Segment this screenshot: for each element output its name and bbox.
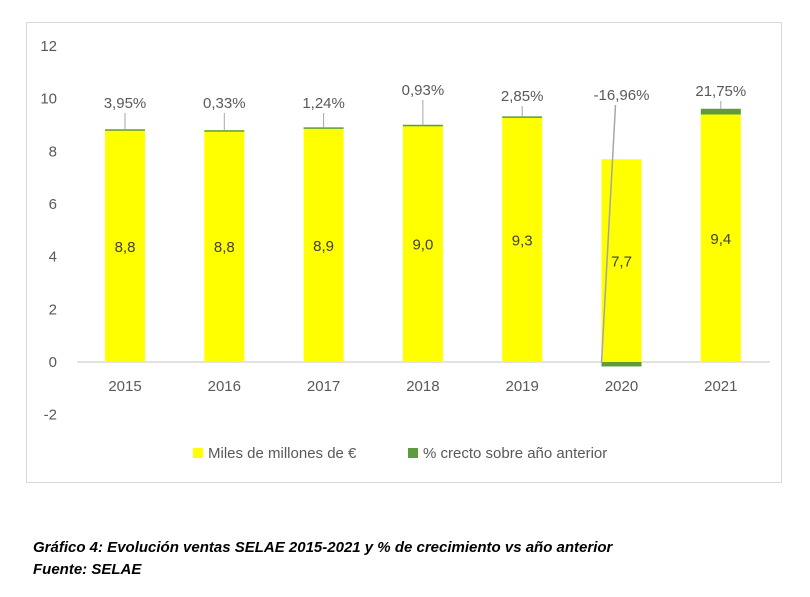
bar-growth (105, 129, 145, 131)
y-tick-label: 6 (49, 196, 57, 213)
x-tick-label: 2019 (506, 378, 539, 395)
bar-growth (402, 124, 443, 127)
bar-sales (700, 114, 741, 362)
y-tick-label: 4 (49, 249, 57, 266)
bar-sales (303, 127, 344, 363)
x-tick-label: 2016 (208, 378, 241, 395)
bar-value-label: 9,0 (412, 237, 433, 254)
bar-sales (204, 130, 245, 362)
x-tick-label: 2015 (108, 378, 141, 395)
bar-value-label: 8,8 (115, 239, 136, 256)
growth-value-label: 3,95% (104, 95, 147, 112)
y-tick-label: -2 (44, 407, 57, 424)
bar-growth (601, 362, 642, 367)
stacked-bar-chart: 12 10 8 6 4 2 0 -2 8,8 3,95% 2015 8,8 0,33% 2016 8,9 1,… (40, 38, 770, 462)
growth-value-label: 0,33% (203, 95, 246, 112)
bar-growth (303, 127, 344, 129)
x-tick-label: 2018 (406, 378, 439, 395)
y-tick-label: 2 (49, 301, 57, 318)
legend-swatch-sales (193, 448, 203, 458)
y-tick-label: 0 (49, 354, 57, 371)
growth-value-label: 2,85% (501, 88, 544, 105)
bar-growth (700, 108, 741, 115)
bar-sales (502, 117, 543, 362)
x-tick-label: 2021 (704, 378, 737, 395)
chart-frame (26, 22, 782, 483)
bar-value-label: 9,3 (512, 233, 533, 250)
x-tick-label: 2020 (605, 378, 638, 395)
y-tick-label: 12 (40, 38, 57, 55)
caption-source: Fuente: SELAE (33, 561, 142, 578)
bar-sales (402, 125, 443, 362)
bar-sales (105, 130, 145, 362)
bar-growth (502, 116, 543, 118)
bar-value-label: 8,8 (214, 239, 235, 256)
bar-sales (601, 159, 642, 362)
legend-label-growth: % crecto sobre año anterior (423, 445, 607, 462)
legend-swatch-growth (408, 448, 418, 458)
growth-value-label: 0,93% (402, 82, 445, 99)
growth-value-label: 21,75% (695, 83, 746, 100)
bar-value-label: 9,4 (710, 231, 731, 248)
growth-value-label: 1,24% (302, 95, 345, 112)
y-tick-label: 8 (49, 143, 57, 160)
y-tick-label: 10 (40, 91, 57, 108)
bar-growth (204, 130, 245, 132)
legend-label-sales: Miles de millones de € (208, 445, 357, 462)
growth-value-label: -16,96% (594, 87, 650, 104)
bar-value-label: 8,9 (313, 238, 334, 255)
caption-title: Gráfico 4: Evolución ventas SELAE 2015-2… (33, 539, 613, 556)
bar-value-label: 7,7 (611, 254, 632, 271)
x-tick-label: 2017 (307, 378, 340, 395)
leader-line (600, 104, 617, 364)
